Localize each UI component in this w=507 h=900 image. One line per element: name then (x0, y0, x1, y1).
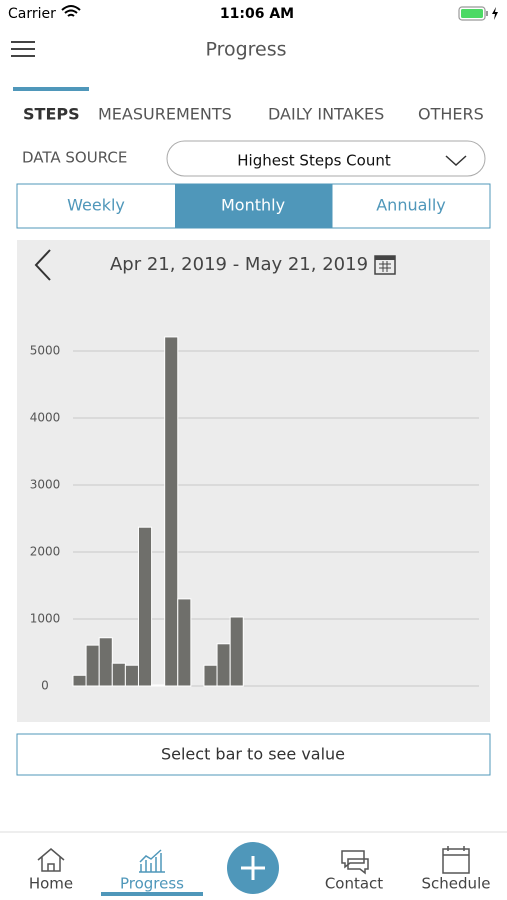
nav-item[interactable]: Contact (325, 875, 383, 893)
hint-box (16, 733, 491, 776)
date-range: Apr 21, 2019 - May 21, 2019 (110, 254, 368, 275)
wifi-icon (61, 5, 81, 17)
bar (111, 662, 126, 687)
contact-icon (341, 850, 369, 875)
period-selected (175, 184, 332, 228)
nav-item[interactable]: Progress (120, 875, 184, 893)
nav-item[interactable]: Home (29, 875, 73, 893)
period-option[interactable]: Monthly (221, 196, 285, 215)
bar (177, 598, 192, 687)
data-source-label: DATA SOURCE (22, 149, 127, 167)
progress-icon (139, 849, 165, 873)
y-tick-label: 2000 (30, 545, 61, 559)
nav-item[interactable]: Schedule (422, 875, 491, 893)
bar (151, 684, 166, 687)
battery (458, 6, 486, 21)
bar (216, 643, 231, 687)
battery-level (461, 9, 483, 18)
tab[interactable]: DAILY INTAKES (268, 105, 384, 124)
bar (98, 637, 113, 687)
tab[interactable]: MEASUREMENTS (98, 105, 232, 124)
y-tick-label: 5000 (30, 344, 61, 358)
dropdown-arrow (445, 155, 467, 167)
data-source-dropdown[interactable] (166, 140, 486, 177)
y-tick-label: 3000 (30, 478, 61, 492)
bar (124, 664, 139, 687)
hint-text: Select bar to see value (161, 745, 345, 764)
charging-icon (492, 7, 498, 20)
data-source-value: Highest Steps Count (237, 152, 391, 170)
menu-button[interactable] (11, 41, 35, 57)
y-tick-label: 1000 (30, 612, 61, 626)
carrier: Carrier (8, 6, 56, 22)
y-tick-label: 4000 (30, 411, 61, 425)
add-button[interactable] (227, 842, 279, 894)
bar (164, 336, 179, 687)
chart-panel (17, 240, 490, 722)
y-tick-label: 0 (41, 679, 49, 693)
tab-indicator (13, 87, 89, 91)
period-option[interactable]: Annually (376, 196, 446, 215)
bar-chart: 0 1000 2000 3000 4000 5000 (30, 336, 479, 693)
battery-cap (486, 11, 488, 16)
bar (203, 664, 218, 687)
bar (85, 644, 100, 687)
schedule-icon (442, 846, 470, 874)
page-title: Progress (205, 39, 286, 61)
nav-indicator (101, 892, 203, 896)
period-option[interactable]: Weekly (67, 196, 125, 215)
prev-button[interactable] (34, 249, 51, 281)
bar (72, 674, 87, 687)
tab[interactable]: OTHERS (418, 105, 484, 124)
calendar-icon[interactable] (374, 255, 396, 275)
clock: 11:06 AM (220, 6, 294, 22)
home-icon (37, 848, 65, 872)
bar (137, 526, 153, 687)
bar (229, 616, 244, 687)
tab[interactable]: STEPS (23, 105, 80, 124)
